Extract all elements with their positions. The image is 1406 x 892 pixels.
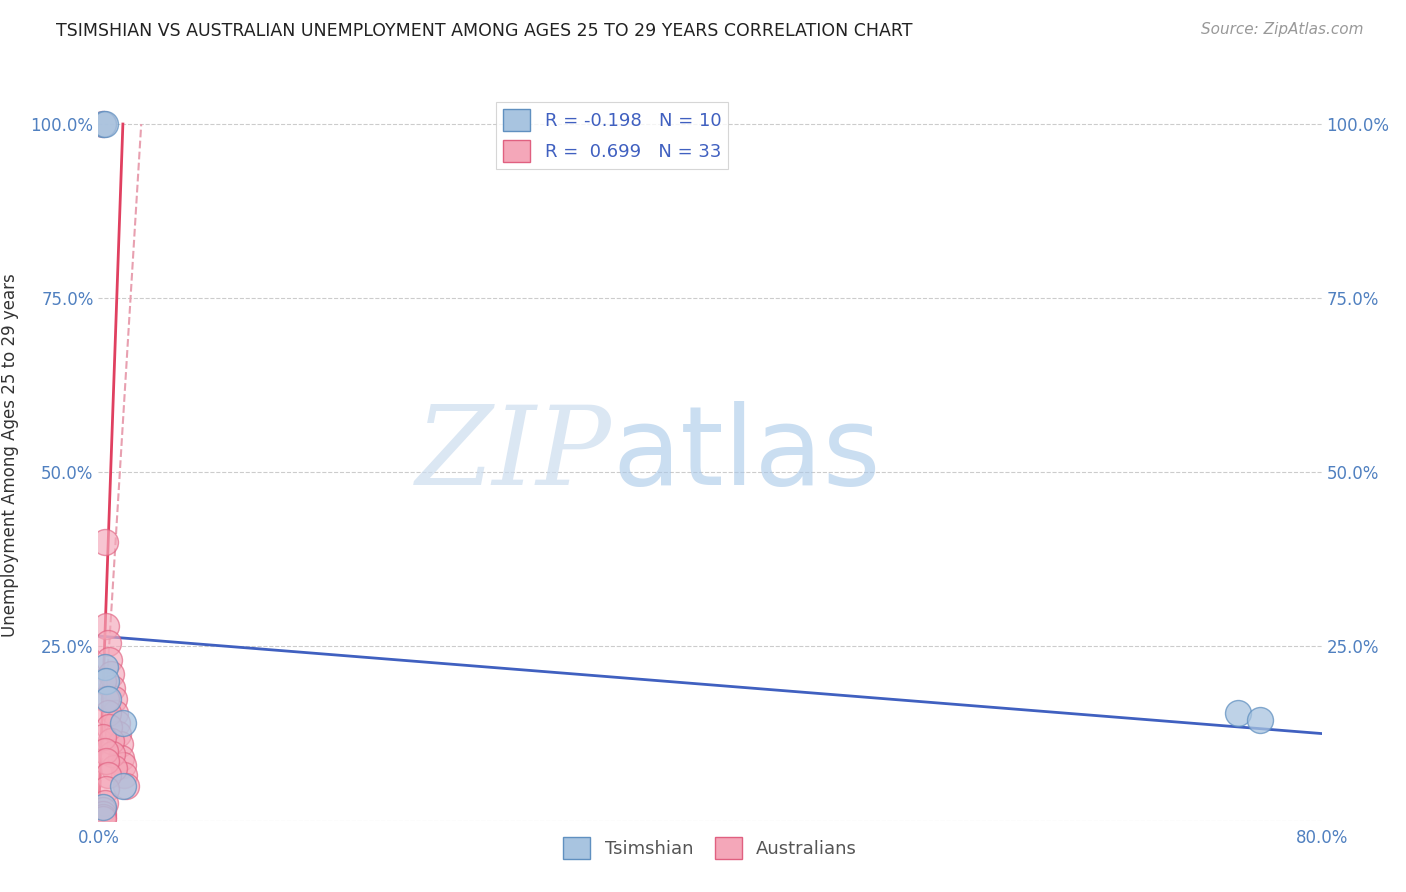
Text: atlas: atlas	[612, 401, 880, 508]
Point	[98, 720, 121, 734]
Point	[97, 636, 120, 650]
Point	[97, 706, 120, 720]
Point	[91, 674, 114, 689]
Point	[108, 737, 131, 751]
Point	[91, 806, 114, 821]
Point	[97, 768, 120, 782]
Point	[91, 803, 114, 817]
Point	[105, 716, 128, 731]
Point	[98, 653, 121, 667]
Point	[101, 681, 124, 696]
Point	[110, 751, 132, 765]
Point	[112, 768, 135, 782]
Point	[93, 744, 115, 758]
Point	[111, 779, 134, 793]
Point	[104, 706, 127, 720]
Text: Source: ZipAtlas.com: Source: ZipAtlas.com	[1201, 22, 1364, 37]
Point	[91, 810, 114, 824]
Text: TSIMSHIAN VS AUSTRALIAN UNEMPLOYMENT AMONG AGES 25 TO 29 YEARS CORRELATION CHART: TSIMSHIAN VS AUSTRALIAN UNEMPLOYMENT AMO…	[56, 22, 912, 40]
Point	[91, 117, 114, 131]
Point	[107, 726, 129, 740]
Point	[94, 755, 117, 769]
Point	[1226, 706, 1249, 720]
Point	[93, 796, 115, 810]
Point	[97, 691, 120, 706]
Text: ZIP: ZIP	[416, 401, 612, 508]
Point	[115, 779, 138, 793]
Point	[93, 660, 115, 674]
Point	[111, 716, 134, 731]
Point	[93, 535, 115, 549]
Point	[100, 733, 122, 747]
Point	[94, 674, 117, 689]
Point	[94, 691, 117, 706]
Point	[103, 691, 125, 706]
Point	[101, 747, 124, 762]
Point	[94, 782, 117, 797]
Point	[93, 117, 115, 131]
Point	[94, 618, 117, 632]
Point	[91, 812, 114, 826]
Point	[103, 761, 125, 775]
Point	[91, 730, 114, 744]
Point	[1249, 713, 1271, 727]
Point	[100, 667, 122, 681]
Point	[91, 799, 114, 814]
Point	[111, 758, 134, 772]
Legend: Tsimshian, Australians: Tsimshian, Australians	[555, 830, 865, 866]
Point	[91, 117, 114, 131]
Y-axis label: Unemployment Among Ages 25 to 29 years: Unemployment Among Ages 25 to 29 years	[1, 273, 20, 637]
